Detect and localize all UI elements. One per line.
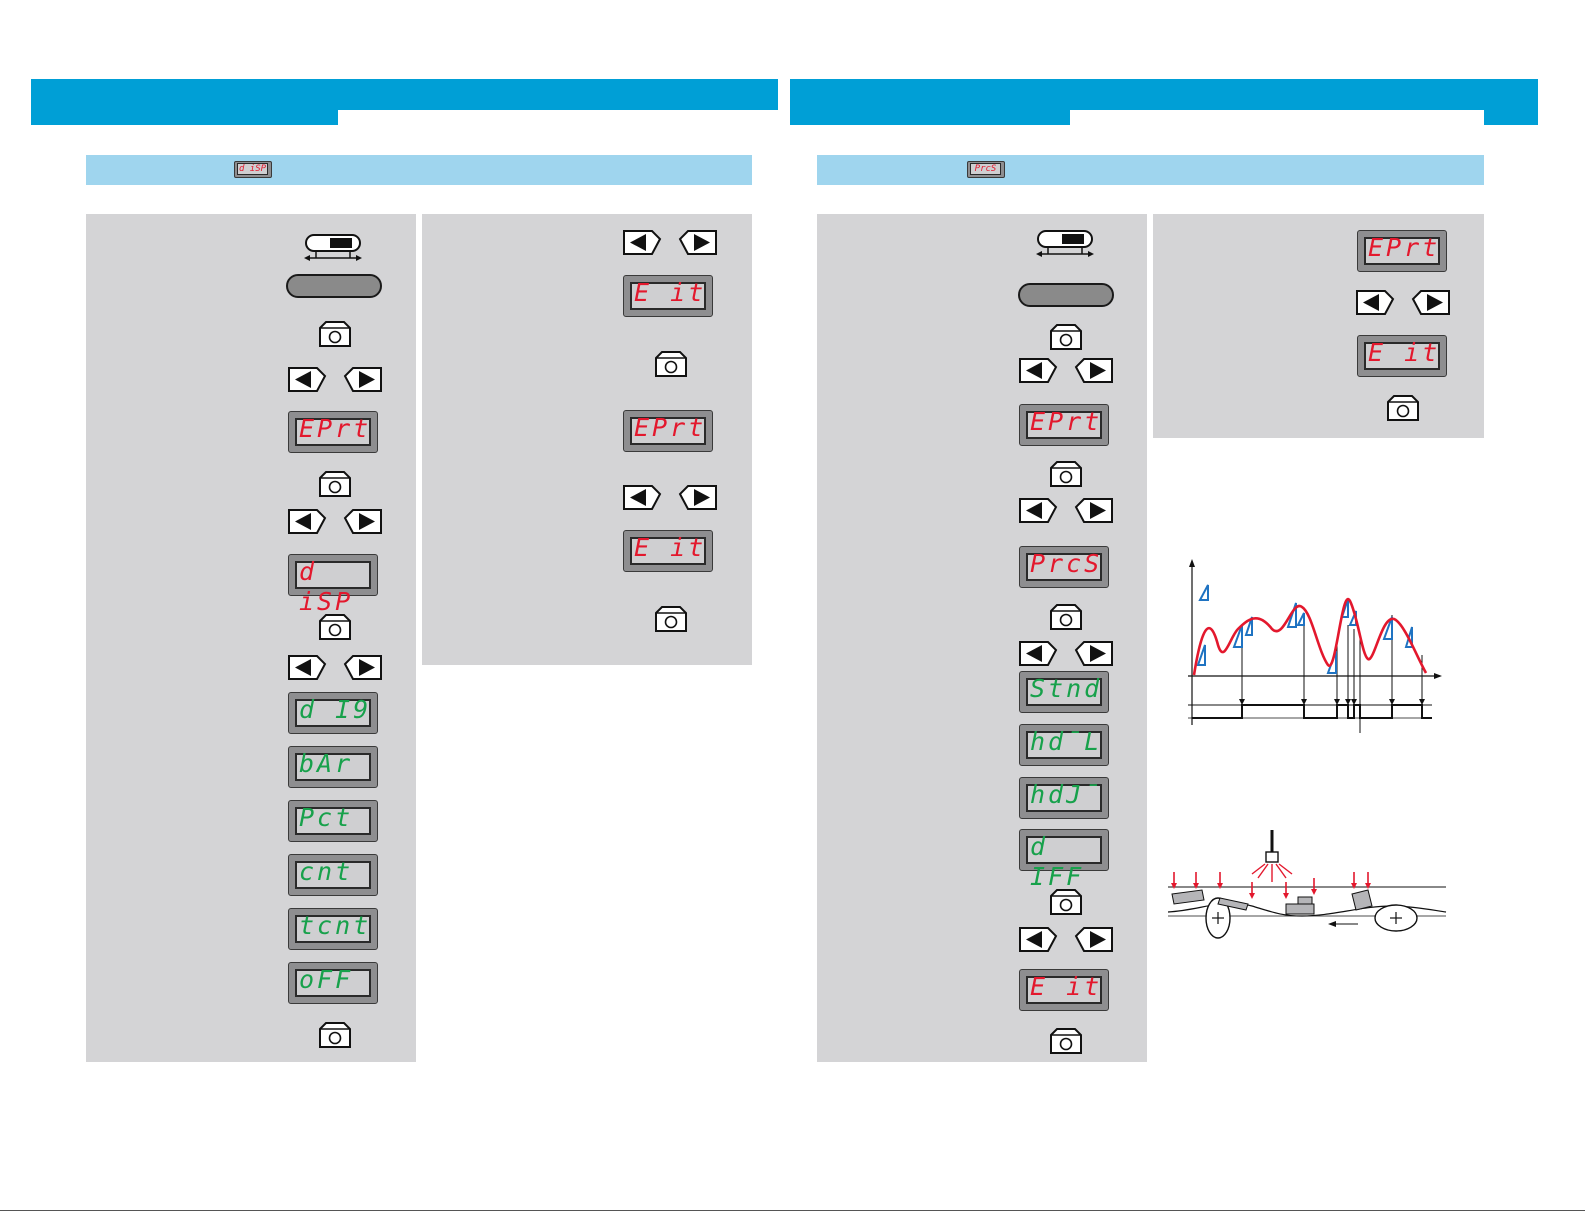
lcd-display: PrcS	[1019, 546, 1109, 588]
signal-waveform-diagram	[1188, 559, 1442, 733]
conveyor-diagram	[1167, 830, 1447, 939]
left-subheader-badge: d iSP	[234, 161, 272, 178]
right-arrow-key-icon[interactable]	[1411, 289, 1451, 316]
right-arrow-key-icon[interactable]	[343, 366, 383, 393]
enter-key-icon[interactable]	[1049, 603, 1083, 631]
enter-key-icon[interactable]	[318, 320, 352, 348]
lcd-display: tcnt	[288, 908, 378, 950]
lcd-display: EPrt	[623, 410, 713, 452]
enter-key-icon[interactable]	[1049, 323, 1083, 351]
enter-key-icon[interactable]	[318, 1021, 352, 1049]
left-arrow-key-icon[interactable]	[287, 654, 327, 681]
lcd-display: EPrt	[288, 411, 378, 453]
lcd-display: E it	[1019, 969, 1109, 1011]
enter-key-icon[interactable]	[1386, 394, 1420, 422]
left-arrow-key-icon[interactable]	[1355, 289, 1395, 316]
right-arrow-key-icon[interactable]	[1074, 926, 1114, 953]
enter-key-icon[interactable]	[1049, 888, 1083, 916]
enter-key-icon[interactable]	[654, 350, 688, 378]
slide-switch-icon	[1036, 230, 1094, 257]
lcd-display: hdJ¯	[1019, 777, 1109, 819]
left-arrow-key-icon[interactable]	[1018, 357, 1058, 384]
right-arrow-key-icon[interactable]	[1074, 357, 1114, 384]
left-arrow-key-icon[interactable]	[622, 229, 662, 256]
lcd-display: d iSP	[288, 554, 378, 616]
lcd-display: Stnd	[1019, 671, 1109, 713]
left-arrow-key-icon[interactable]	[622, 484, 662, 511]
lcd-display: E it	[623, 275, 713, 317]
lcd-display: EPrt	[1357, 230, 1447, 272]
slide-switch-icon	[304, 234, 362, 261]
right-arrow-key-icon[interactable]	[343, 508, 383, 535]
enter-key-icon[interactable]	[318, 613, 352, 641]
lcd-display: bAr	[288, 746, 378, 788]
grey-bar-button[interactable]	[1018, 283, 1114, 307]
right-subheader-badge: PrcS	[967, 161, 1005, 178]
left-arrow-key-icon[interactable]	[1018, 640, 1058, 667]
enter-key-icon[interactable]	[318, 470, 352, 498]
lcd-display: cnt	[288, 854, 378, 896]
lcd-display: oFF	[288, 962, 378, 1004]
right-arrow-key-icon[interactable]	[678, 484, 718, 511]
right-header-cutout	[1070, 110, 1484, 125]
enter-key-icon[interactable]	[654, 605, 688, 633]
left-subheader-badge-text: d iSP	[237, 163, 268, 175]
left-arrow-key-icon[interactable]	[287, 366, 327, 393]
right-panel-a	[817, 214, 1147, 1062]
lcd-display: Pct	[288, 800, 378, 842]
right-arrow-key-icon[interactable]	[343, 654, 383, 681]
lcd-display: E it	[1357, 335, 1447, 377]
page-bottom-rule	[0, 1210, 1585, 1211]
right-subheader: PrcS	[817, 155, 1484, 185]
lcd-display: EPrt	[1019, 404, 1109, 446]
left-arrow-key-icon[interactable]	[1018, 926, 1058, 953]
enter-key-icon[interactable]	[1049, 460, 1083, 488]
left-arrow-key-icon[interactable]	[287, 508, 327, 535]
right-arrow-key-icon[interactable]	[1074, 640, 1114, 667]
right-arrow-key-icon[interactable]	[1074, 497, 1114, 524]
left-subheader: d iSP	[86, 155, 752, 185]
lcd-display: d IFF	[1019, 829, 1109, 891]
left-arrow-key-icon[interactable]	[1018, 497, 1058, 524]
left-header-cutout	[338, 110, 778, 125]
lcd-display: E it	[623, 530, 713, 572]
right-arrow-key-icon[interactable]	[678, 229, 718, 256]
enter-key-icon[interactable]	[1049, 1027, 1083, 1055]
lcd-display: d I9	[288, 692, 378, 734]
grey-bar-button[interactable]	[286, 274, 382, 298]
right-subheader-badge-text: PrcS	[970, 163, 1001, 175]
lcd-display: hd¯L	[1019, 724, 1109, 766]
